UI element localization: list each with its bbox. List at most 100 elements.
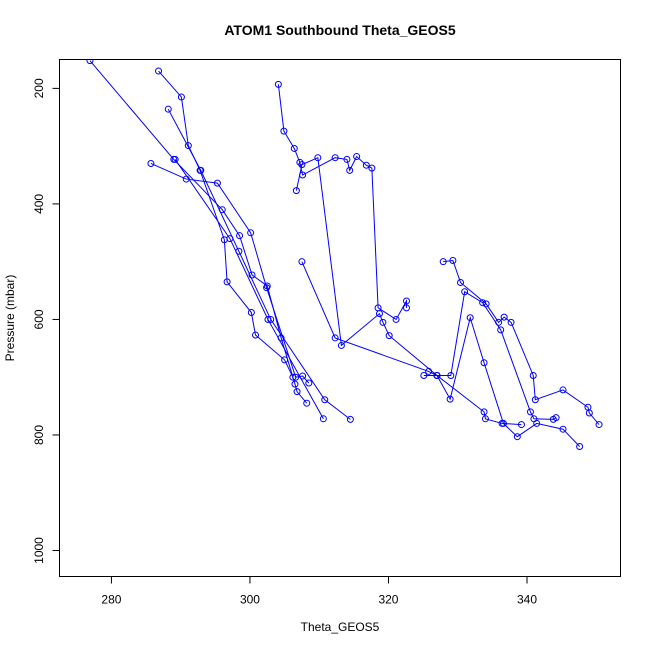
data-point [576,443,584,451]
data-point [248,271,256,279]
series-line-7 [295,156,581,447]
y-tick-label: 800 [32,425,46,445]
data-point [331,154,339,162]
data-point [482,300,490,308]
y-tick-label: 1000 [32,537,46,564]
data-point [433,371,441,379]
data-point [346,166,354,174]
x-tick-label: 280 [101,593,121,607]
x-tick-label: 300 [240,593,260,607]
data-point [446,395,454,403]
x-tick-label: 340 [517,593,537,607]
series-line-2 [150,163,310,384]
data-point [559,386,567,394]
data-point [507,318,515,326]
x-axis-ticks: 280 300 320 340 [101,576,537,607]
data-point [263,284,271,292]
data-point [290,144,298,152]
data-point [298,258,306,266]
data-point [298,161,306,169]
series-line-6 [277,84,407,321]
data-point [402,297,410,305]
data-point [177,93,185,101]
data-point [449,257,457,265]
data-point [303,399,311,407]
data-point [392,315,400,323]
data-point [252,331,260,339]
data-point [319,415,327,423]
data-point [425,367,433,375]
x-axis-label: Theta_GEOS5 [301,620,380,634]
data-point [247,229,255,237]
data-point [293,388,301,396]
series-layer [86,59,603,451]
data-point [197,166,205,174]
data-point [447,371,455,379]
data-point [292,187,300,195]
data-point [274,80,282,88]
data-point [498,419,506,427]
data-point [480,408,488,416]
data-point [314,154,322,162]
data-point [280,127,288,135]
data-point [86,59,94,65]
data-point [466,314,474,322]
data-point [331,334,339,342]
data-point [385,332,393,340]
data-point [531,396,539,404]
data-point [213,179,221,187]
data-point [353,153,361,161]
series-line-1 [89,60,308,404]
series-line-9 [443,259,600,425]
data-point [517,421,525,429]
data-point [530,415,538,423]
data-point [559,425,567,433]
data-point [513,433,521,441]
data-point [164,105,172,113]
y-tick-label: 400 [32,194,46,214]
data-point [223,278,231,286]
data-point [171,155,179,163]
data-point [264,315,272,323]
data-point [420,371,428,379]
x-tick-label: 320 [378,593,398,607]
data-point [480,359,488,367]
data-point [526,408,534,416]
data-point [479,299,487,307]
data-point [184,142,192,150]
data-point [529,371,537,379]
data-point [552,414,560,422]
data-point [289,373,297,381]
data-point [291,380,299,388]
y-axis-label: Pressure (mbar) [3,275,17,362]
data-point [247,309,255,317]
y-tick-label: 200 [32,78,46,98]
data-point [296,158,304,166]
y-tick-label: 600 [32,309,46,329]
series-line-4 [167,108,351,420]
data-point [585,409,593,417]
data-point [147,159,155,167]
chart-title: ATOM1 Southbound Theta_GEOS5 [224,22,455,38]
data-point [495,318,503,326]
data-point [305,379,313,387]
data-point [226,235,234,243]
y-axis-ticks: 200 400 600 800 1000 [32,78,60,564]
data-point [500,313,508,321]
data-point [461,288,469,296]
series-line-5 [174,159,324,420]
data-point [481,415,489,423]
data-point [379,318,387,326]
data-point [337,341,345,349]
data-point [457,278,465,286]
data-point [368,164,376,172]
series-line-10 [423,374,522,426]
data-point [346,415,354,423]
data-point [155,67,163,75]
data-point [439,258,447,266]
plot-frame [59,59,621,577]
data-point [343,155,351,163]
data-point [595,421,603,429]
series-line-8 [301,261,557,420]
